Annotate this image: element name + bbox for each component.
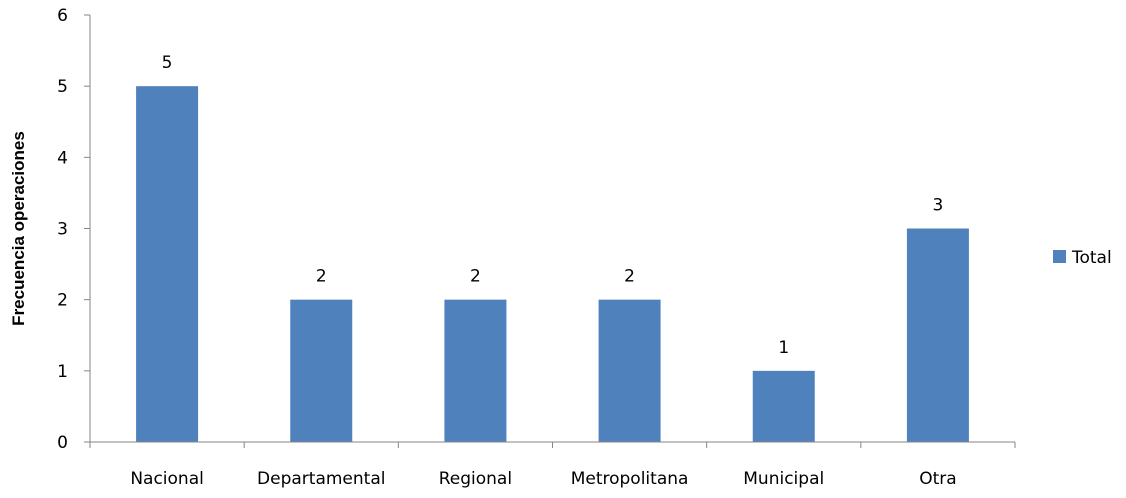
x-category-label: Regional <box>439 469 512 489</box>
data-label: 3 <box>933 196 944 216</box>
bar-departamental <box>290 299 353 442</box>
y-tick-label: 3 <box>57 220 68 240</box>
legend: Total <box>1053 248 1112 268</box>
data-label: 1 <box>778 338 789 358</box>
y-tick-label: 5 <box>57 77 68 97</box>
legend-swatch-total <box>1053 250 1066 263</box>
data-label: 2 <box>470 267 481 287</box>
y-tick-label: 1 <box>57 362 68 382</box>
x-category-label: Nacional <box>130 469 204 489</box>
y-tick-label: 6 <box>57 6 68 26</box>
bar-otra <box>906 228 969 442</box>
legend-label-total: Total <box>1071 248 1112 268</box>
bar-regional <box>444 299 507 442</box>
y-axis-ticks: 0 1 2 3 4 5 6 <box>57 6 90 453</box>
x-axis-categories: Nacional Departamental Regional Metropolita… <box>89 442 1016 489</box>
data-label: 2 <box>624 267 635 287</box>
bar-municipal <box>752 370 815 442</box>
bar-nacional <box>136 86 199 443</box>
y-tick-label: 2 <box>57 291 68 311</box>
data-label: 2 <box>316 267 327 287</box>
data-label: 5 <box>162 53 173 73</box>
x-category-label: Departamental <box>257 469 385 489</box>
y-axis-title: Frecuencia operaciones <box>9 131 28 326</box>
bar-metropolitana <box>598 299 661 442</box>
y-tick-label: 4 <box>57 148 68 168</box>
y-tick-label: 0 <box>57 433 68 453</box>
x-category-label: Otra <box>919 469 956 489</box>
bars: 5 2 2 2 1 3 <box>136 53 969 443</box>
x-category-label: Metropolitana <box>571 469 689 489</box>
x-category-label: Municipal <box>743 469 824 489</box>
